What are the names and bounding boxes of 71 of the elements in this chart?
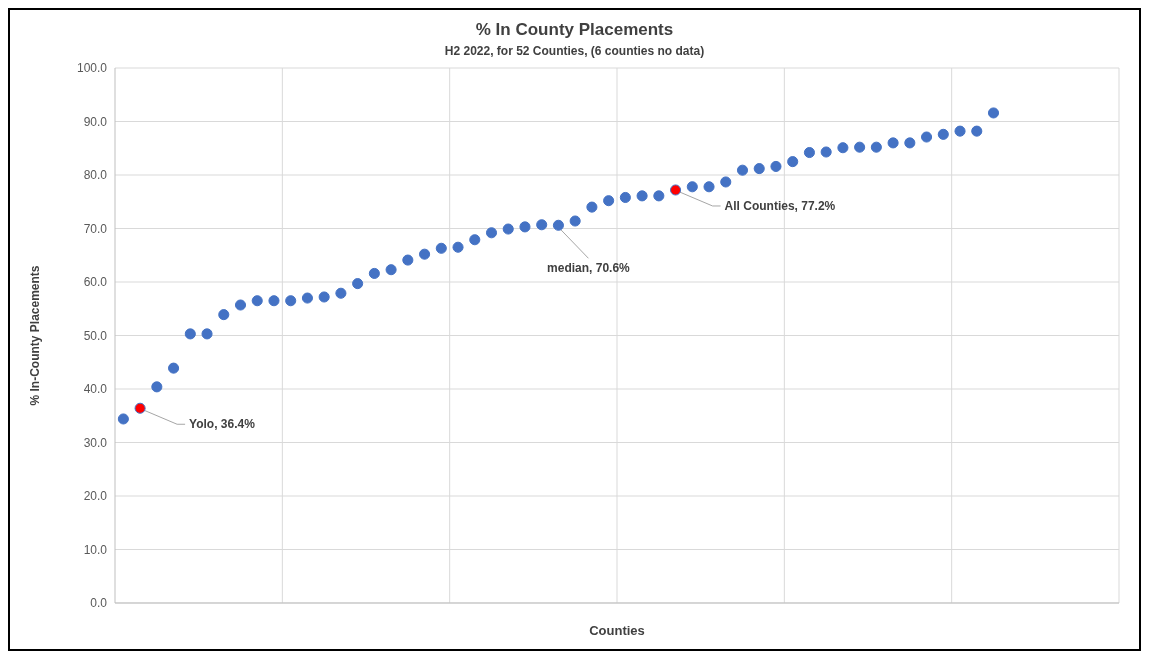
y-tick-label: 80.0	[83, 168, 108, 183]
point	[134, 402, 146, 414]
point	[552, 219, 564, 231]
point	[419, 248, 431, 260]
y-tick-label: 60.0	[83, 275, 108, 290]
point	[670, 184, 682, 196]
y-tick-label: 70.0	[83, 221, 108, 236]
point	[586, 201, 598, 213]
annotation: median, 70.6%	[547, 261, 631, 276]
point	[435, 242, 447, 254]
point	[168, 362, 180, 374]
y-tick-label: 40.0	[83, 382, 108, 397]
point	[485, 227, 498, 239]
point	[937, 128, 949, 140]
point	[820, 146, 832, 158]
point	[636, 190, 648, 202]
point	[184, 328, 196, 340]
y-tick-label: 0.0	[90, 596, 108, 611]
point	[787, 156, 799, 168]
point	[285, 295, 297, 307]
point	[904, 137, 916, 149]
chart-title: % In County Placements	[474, 20, 675, 40]
point	[954, 125, 966, 137]
point	[519, 221, 531, 233]
y-tick-label: 50.0	[83, 328, 108, 343]
y-tick-label: 10.0	[83, 542, 108, 557]
point	[971, 125, 983, 137]
point	[402, 254, 414, 266]
point	[569, 215, 581, 227]
point	[234, 299, 247, 311]
y-tick-label: 30.0	[83, 435, 108, 450]
point	[770, 160, 782, 172]
y-tick-label: 90.0	[83, 114, 108, 129]
point	[117, 413, 129, 425]
point	[753, 163, 765, 175]
point	[352, 278, 364, 290]
point	[452, 241, 464, 253]
point	[686, 181, 698, 193]
point	[335, 287, 347, 299]
point	[837, 142, 849, 154]
point	[720, 176, 732, 188]
point	[536, 219, 548, 231]
y-axis-title: % In-County Placements	[28, 265, 43, 406]
y-tick-label: 100.0	[76, 61, 108, 76]
point	[987, 107, 1000, 119]
point	[502, 223, 514, 235]
point	[603, 195, 615, 207]
point	[218, 309, 230, 321]
point	[469, 234, 481, 246]
point	[368, 267, 380, 279]
point	[854, 141, 866, 153]
point	[887, 137, 899, 149]
point	[921, 131, 933, 143]
point	[268, 295, 280, 307]
point	[703, 181, 715, 193]
point	[870, 141, 882, 153]
y-tick-label: 20.0	[83, 489, 108, 504]
point	[201, 328, 213, 340]
point	[803, 146, 815, 159]
point	[736, 164, 749, 176]
point	[385, 264, 397, 276]
x-axis-title: Counties	[589, 623, 645, 638]
point	[301, 292, 313, 304]
annotation: Yolo, 36.4%	[189, 417, 256, 432]
point	[318, 291, 330, 303]
point	[151, 381, 163, 393]
annotation: All Counties, 77.2%	[724, 198, 836, 213]
point	[251, 295, 263, 307]
chart-subtitle: H2 2022, for 52 Counties, (6 counties no data)	[443, 44, 706, 58]
point	[619, 191, 631, 204]
point	[653, 190, 665, 202]
